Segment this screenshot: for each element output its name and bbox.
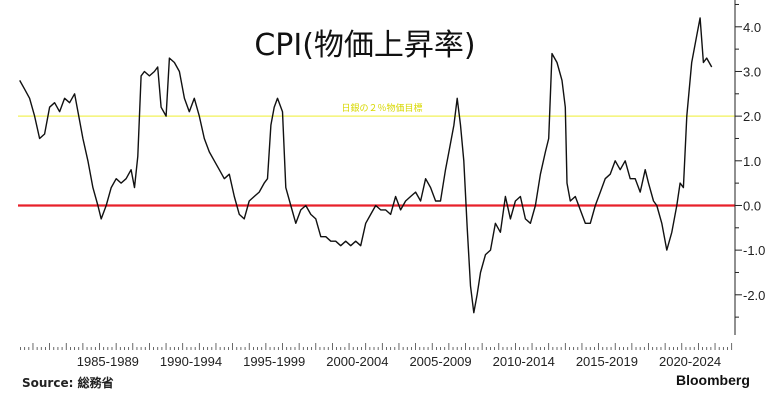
y-tick-label: 1.0: [743, 154, 761, 169]
y-tick-label: 3.0: [743, 64, 761, 79]
x-tick-label: 2000-2004: [326, 354, 388, 369]
reference-lines: 日銀の２％物価目標: [18, 102, 735, 207]
y-axis: 4.0 3.0 2.0 1.0 0.0 -1.0 -2.0: [734, 0, 765, 335]
x-axis: 1985-1989 1990-1994 1995-1999 2000-2004 2005…: [20, 343, 733, 369]
series-line-0: [19, 17, 713, 314]
y-tick-label: -1.0: [743, 243, 765, 258]
x-tick-label: 2020-2024: [659, 354, 721, 369]
y-tick-label: 4.0: [743, 20, 761, 35]
x-tick-label: 1985-1989: [77, 354, 139, 369]
series-group: [19, 17, 713, 314]
y-tick-label: 2.0: [743, 109, 761, 124]
x-tick-label: 2015-2019: [576, 354, 638, 369]
chart-title: CPI(物価上昇率): [254, 28, 475, 63]
y-tick-label: 0.0: [743, 198, 761, 213]
x-tick-label: 1995-1999: [243, 354, 305, 369]
bloomberg-logo: Bloomberg: [676, 372, 750, 388]
x-tick-label: 2010-2014: [493, 354, 555, 369]
x-tick-label: 1990-1994: [160, 354, 222, 369]
x-tick-label: 2005-2009: [409, 354, 471, 369]
reference-line-label: 日銀の２％物価目標: [341, 102, 422, 114]
y-tick-label: -2.0: [743, 288, 765, 303]
source-note: Source: 総務省: [22, 376, 114, 390]
